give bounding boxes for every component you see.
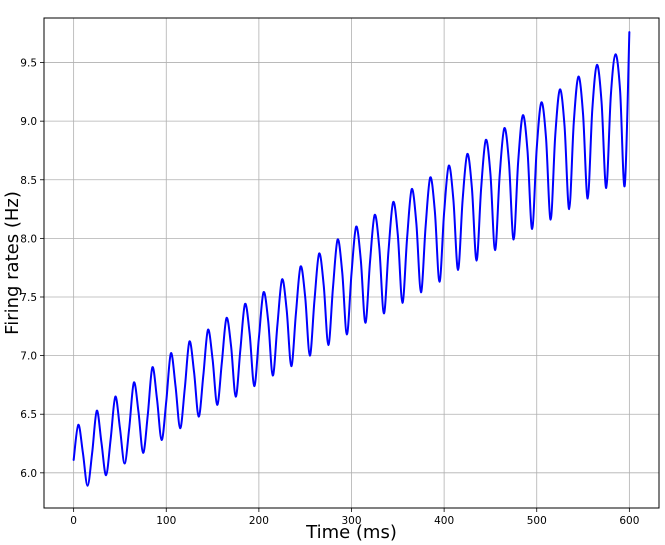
y-tick-label: 8.0: [20, 233, 37, 245]
y-tick-label: 9.5: [20, 58, 37, 70]
x-tick-label: 200: [249, 515, 269, 527]
series-line: [72, 31, 631, 487]
y-tick-label: 8.5: [20, 175, 37, 187]
y-tick-label: 7.0: [20, 351, 37, 363]
x-tick-label: 300: [341, 515, 361, 527]
y-tick-label: 9.0: [20, 116, 37, 128]
x-tick-label: 500: [527, 515, 547, 527]
x-tick-label: 0: [70, 515, 77, 527]
y-axis-label: Firing rates (Hz): [2, 191, 23, 335]
series-group: [72, 31, 631, 487]
y-tick-label: 6.0: [20, 468, 37, 480]
x-tick-label: 100: [156, 515, 176, 527]
ticks: 0 100 200 300 400 500 600 6.0 6.5 7.0 7.5 8.0 8.5 9.0…: [20, 58, 639, 527]
x-axis-label: Time (ms): [305, 522, 397, 543]
y-tick-label: 7.5: [20, 292, 37, 304]
x-tick-label: 600: [619, 515, 639, 527]
x-tick-label: 400: [434, 515, 454, 527]
y-tick-label: 6.5: [20, 409, 37, 421]
